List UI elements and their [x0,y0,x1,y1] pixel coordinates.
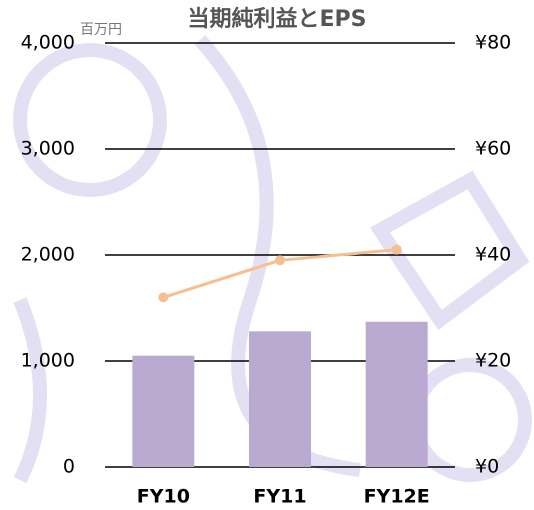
x-tick-label: FY12E [364,486,430,508]
y-tick-label: 1,000 [21,350,75,372]
x-tick-label: FY10 [137,486,190,508]
unit-label: 百万円 [80,22,122,38]
line-marker [391,244,402,255]
line-marker [158,292,169,303]
y2-tick-label: ¥60 [475,138,511,160]
y-tick-label: 0 [63,456,75,478]
y2-tick-label: ¥20 [475,350,511,372]
chart-title: 当期純利益とEPS [188,6,367,32]
y2-tick-label: ¥80 [475,32,511,54]
bar [249,331,311,467]
y-tick-label: 4,000 [21,32,75,54]
bar [365,321,428,467]
x-tick-label: FY11 [253,486,306,508]
y2-tick-label: ¥0 [475,456,499,478]
y-tick-label: 2,000 [21,244,75,266]
y-tick-label: 3,000 [21,138,75,160]
line-marker [275,255,285,266]
bar [132,355,195,467]
y2-tick-label: ¥40 [475,244,511,266]
